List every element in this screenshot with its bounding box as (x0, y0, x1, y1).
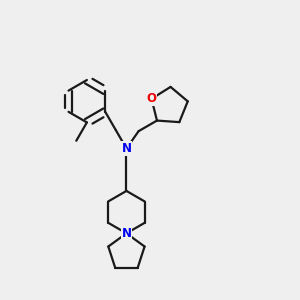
Text: O: O (146, 92, 157, 105)
Text: N: N (122, 227, 131, 240)
Text: N: N (122, 142, 131, 155)
